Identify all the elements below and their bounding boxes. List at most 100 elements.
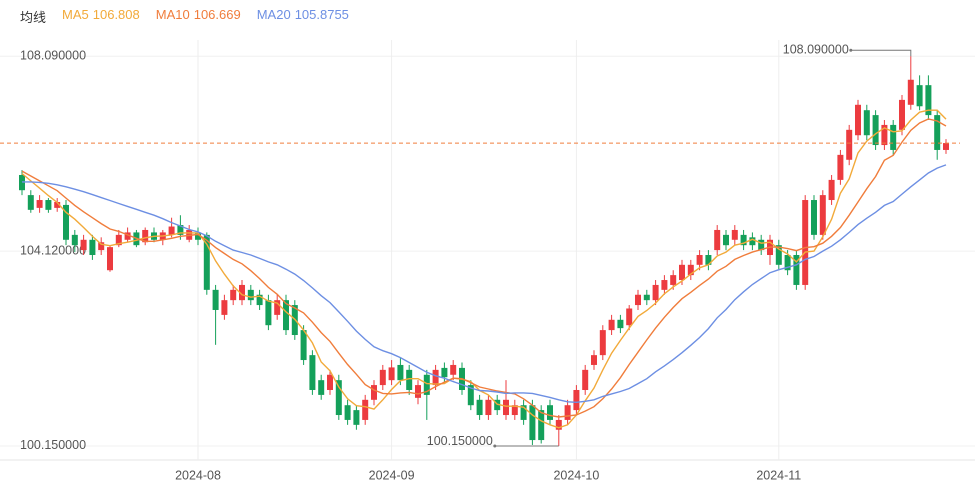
legend-name: MA5 [62, 7, 89, 22]
candle-body [784, 255, 791, 271]
candle-body [661, 280, 668, 290]
candle-body [344, 405, 351, 420]
candle-body [793, 255, 800, 285]
ma-line [21, 118, 947, 418]
candle-body [599, 330, 606, 356]
candle-body [591, 355, 597, 365]
candle-body [476, 399, 483, 416]
candle-body [212, 289, 219, 310]
candle-body [274, 300, 281, 315]
max-dot [849, 48, 853, 52]
candle-body [635, 294, 641, 306]
candle-body [300, 330, 307, 361]
candle-body [670, 275, 677, 285]
legend-item: MA10 106.669 [156, 7, 241, 26]
candle-body [872, 115, 879, 146]
candle-body [124, 232, 131, 240]
candle-body [934, 115, 941, 150]
candle-body [441, 367, 448, 378]
ma-line [22, 164, 947, 404]
candle-body [890, 124, 897, 150]
legend-name: MA10 [155, 7, 190, 22]
candle-body [564, 405, 571, 420]
candle-body [687, 264, 694, 276]
candle-body [679, 264, 685, 281]
ma-line [21, 109, 947, 429]
candle-body [749, 237, 756, 246]
min-dot [493, 444, 497, 448]
candle-body [582, 369, 589, 390]
candle-body [36, 200, 43, 208]
x-tick-label: 2024-11 [756, 468, 801, 482]
legend-item: MA20 105.8755 [257, 7, 349, 26]
candle-body [335, 380, 342, 416]
candle-body [168, 226, 175, 235]
candle-body [802, 200, 809, 285]
candle-body [54, 201, 61, 208]
candle-body [309, 355, 316, 390]
candle-body [142, 229, 149, 243]
candle-body [397, 364, 404, 381]
candle-body [538, 410, 545, 441]
max-leader [850, 49, 912, 57]
candle-body [529, 405, 536, 441]
candle-body [705, 255, 712, 265]
candle-body [626, 308, 633, 326]
candle-body [423, 374, 430, 395]
y-tick-label: 108.090000 [20, 48, 86, 62]
candle-body [318, 380, 325, 395]
candle-body [863, 110, 870, 136]
y-tick-label: 100.150000 [20, 438, 86, 452]
candle-body [925, 85, 932, 116]
candle-body [740, 234, 747, 246]
candle-body [230, 289, 237, 301]
legend-value: 105.8755 [294, 7, 349, 22]
candle-body [432, 369, 439, 386]
candle-body [379, 369, 386, 386]
candle-body [177, 225, 184, 235]
candle-body [467, 385, 474, 406]
candle-body [45, 200, 52, 210]
candle-body [916, 85, 923, 107]
candle-body [899, 99, 905, 130]
candle-body [837, 154, 844, 180]
candle-body [617, 319, 624, 329]
candle-body [195, 232, 201, 240]
candle-body [907, 79, 914, 105]
candle-body [511, 405, 518, 416]
candle-body [731, 229, 738, 240]
candle-body [819, 195, 826, 235]
min-label: 100.150000 [427, 434, 493, 448]
candle-body [415, 385, 421, 398]
legend-name: MA20 [256, 7, 291, 22]
candle-body [362, 399, 369, 420]
candle-body [714, 229, 721, 251]
candle-body [555, 419, 562, 430]
candle-body [388, 367, 395, 381]
candle-body [450, 364, 457, 375]
candle-body [265, 300, 272, 326]
candle-body [608, 319, 615, 331]
legend-item: MA5 106.808 [62, 7, 140, 26]
candle-body [652, 284, 659, 301]
candle-body [327, 374, 333, 390]
candle-body [98, 242, 105, 251]
candle-body [811, 200, 817, 235]
candle-body [775, 245, 782, 265]
candle-body [107, 247, 113, 271]
candle-body [855, 104, 861, 136]
candle-body [943, 143, 949, 150]
candle-body [221, 300, 228, 315]
y-tick-label: 104.120000 [20, 243, 86, 257]
max-label: 108.090000 [783, 42, 849, 56]
legend-value: 106.669 [193, 7, 241, 22]
legend-value: 106.808 [92, 7, 140, 22]
candle-body [353, 410, 360, 425]
legend-title: 均线 [20, 10, 47, 25]
candle-body [203, 234, 210, 290]
x-tick-label: 2024-09 [369, 468, 415, 482]
candle-body [71, 234, 78, 246]
candle-body [520, 405, 527, 420]
